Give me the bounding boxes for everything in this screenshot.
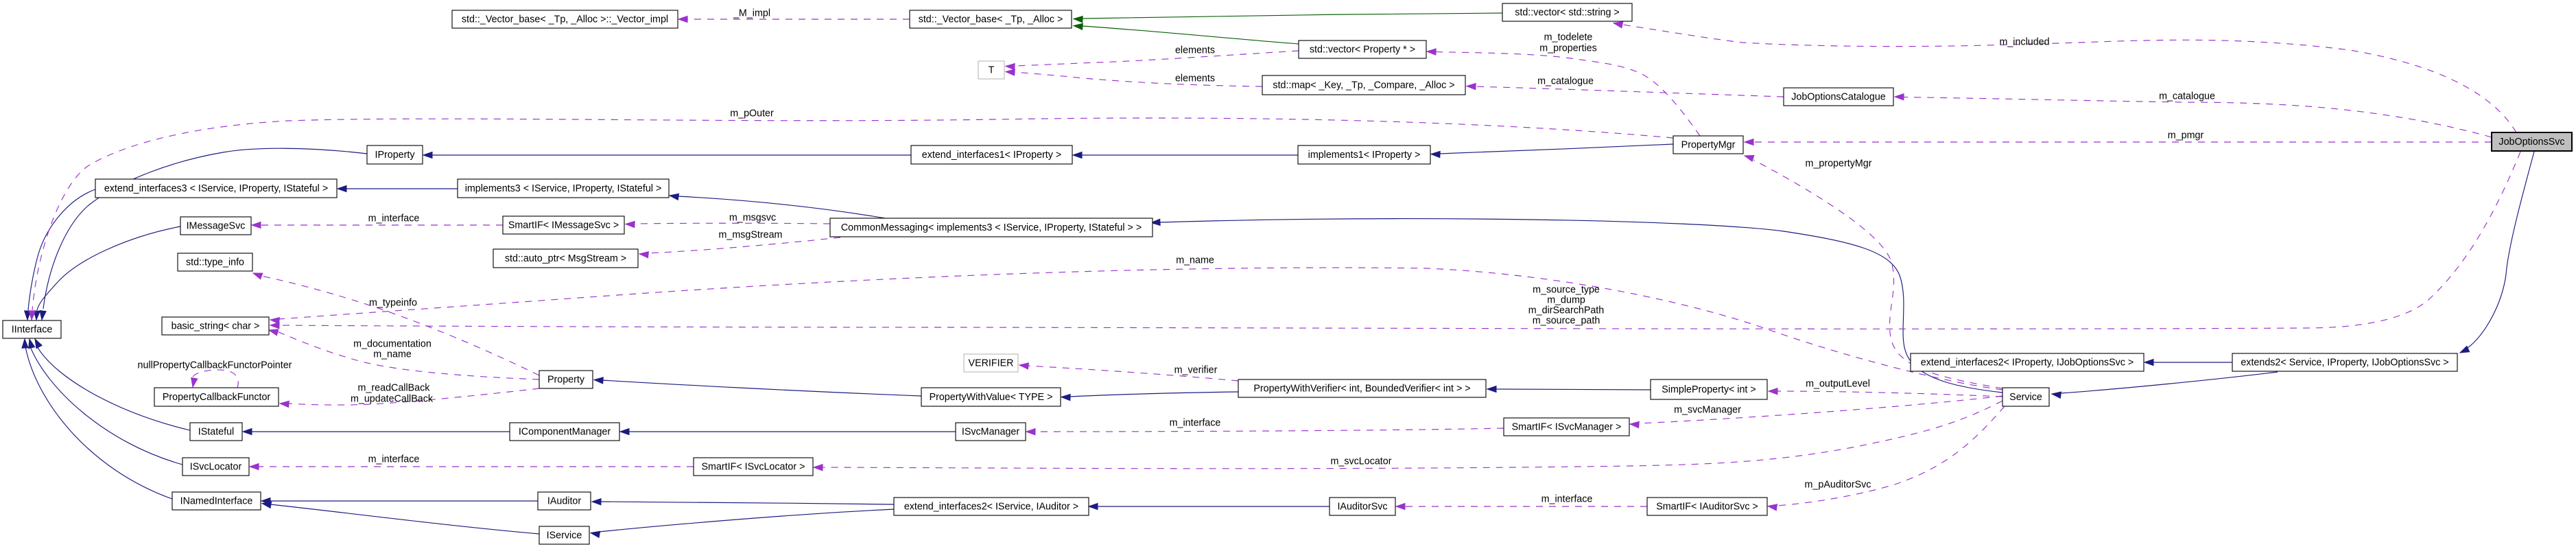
svg-text:m_pAuditorSvc: m_pAuditorSvc bbox=[1805, 480, 1871, 491]
svg-text:m_source_path: m_source_path bbox=[1533, 316, 1600, 327]
svg-text:implements3 < IService, IPrope: implements3 < IService, IProperty, IStat… bbox=[465, 183, 662, 194]
svg-text:IAuditor: IAuditor bbox=[547, 496, 582, 507]
svg-text:PropertyMgr: PropertyMgr bbox=[1681, 140, 1736, 151]
svg-text:m_todelete: m_todelete bbox=[1544, 32, 1593, 43]
svg-text:ISvcManager: ISvcManager bbox=[962, 427, 1019, 438]
svg-text:m_pOuter: m_pOuter bbox=[730, 108, 774, 119]
svg-text:std::vector< std::string >: std::vector< std::string > bbox=[1515, 8, 1620, 19]
svg-text:IComponentManager: IComponentManager bbox=[519, 427, 611, 438]
svg-text:std::type_info: std::type_info bbox=[186, 257, 244, 268]
svg-text:m_interface: m_interface bbox=[1541, 494, 1593, 505]
svg-text:IStateful: IStateful bbox=[198, 427, 234, 438]
svg-text:std::vector< Property * >: std::vector< Property * > bbox=[1310, 45, 1415, 56]
svg-text:m_interface: m_interface bbox=[1170, 418, 1221, 429]
svg-text:elements: elements bbox=[1175, 45, 1215, 56]
svg-text:m_documentation: m_documentation bbox=[353, 339, 432, 350]
svg-text:PropertyCallbackFunctor: PropertyCallbackFunctor bbox=[163, 392, 271, 403]
svg-text:m_interface: m_interface bbox=[368, 454, 420, 465]
svg-text:VERIFIER: VERIFIER bbox=[969, 358, 1014, 369]
svg-text:Service: Service bbox=[2009, 392, 2042, 403]
svg-text:std::_Vector_base< _Tp, _Alloc: std::_Vector_base< _Tp, _Alloc > bbox=[919, 14, 1063, 25]
svg-text:m_name: m_name bbox=[373, 349, 412, 360]
svg-text:m_svcManager: m_svcManager bbox=[1674, 405, 1741, 416]
svg-text:PropertyWithValue< TYPE >: PropertyWithValue< TYPE > bbox=[930, 392, 1053, 403]
svg-text:m_properties: m_properties bbox=[1539, 43, 1596, 54]
svg-text:m_propertyMgr: m_propertyMgr bbox=[1806, 159, 1872, 170]
svg-text:IAuditorSvc: IAuditorSvc bbox=[1337, 502, 1387, 513]
svg-text:IService: IService bbox=[547, 530, 582, 541]
svg-text:m_catalogue: m_catalogue bbox=[2159, 91, 2215, 102]
svg-text:T: T bbox=[989, 65, 995, 76]
svg-text:extend_interfaces3 < IService,: extend_interfaces3 < IService, IProperty… bbox=[104, 183, 328, 194]
svg-text:SmartIF< IAuditorSvc >: SmartIF< IAuditorSvc > bbox=[1656, 502, 1758, 513]
svg-text:elements: elements bbox=[1175, 73, 1215, 84]
svg-text:JobOptionsSvc: JobOptionsSvc bbox=[2498, 137, 2564, 148]
svg-text:m_included: m_included bbox=[1999, 37, 2049, 48]
svg-text:m_source_type: m_source_type bbox=[1533, 285, 1600, 296]
svg-text:std::auto_ptr< MsgStream >: std::auto_ptr< MsgStream > bbox=[505, 253, 626, 264]
svg-text:std::map< _Key, _Tp, _Compare,: std::map< _Key, _Tp, _Compare, _Alloc > bbox=[1273, 80, 1454, 91]
svg-text:extend_interfaces1< IProperty: extend_interfaces1< IProperty > bbox=[922, 150, 1061, 161]
svg-text:IProperty: IProperty bbox=[375, 150, 415, 161]
svg-text:PropertyWithVerifier< int, Bou: PropertyWithVerifier< int, BoundedVerifi… bbox=[1253, 384, 1470, 395]
svg-text:SmartIF< ISvcLocator >: SmartIF< ISvcLocator > bbox=[702, 462, 805, 473]
svg-text:m_msgStream: m_msgStream bbox=[719, 230, 783, 241]
svg-text:m_pmgr: m_pmgr bbox=[2168, 130, 2204, 141]
svg-text:INamedInterface: INamedInterface bbox=[180, 496, 253, 507]
svg-text:extends2< Service, IProperty,: extends2< Service, IProperty, IJobOption… bbox=[2241, 358, 2448, 369]
svg-text:JobOptionsCatalogue: JobOptionsCatalogue bbox=[1791, 92, 1886, 103]
svg-text:extend_interfaces2< IService,: extend_interfaces2< IService, IAuditor > bbox=[904, 502, 1078, 513]
svg-text:Property: Property bbox=[547, 375, 585, 386]
svg-text:SimpleProperty< int >: SimpleProperty< int > bbox=[1662, 384, 1756, 395]
svg-text:m_typeinfo: m_typeinfo bbox=[369, 298, 417, 309]
svg-text:m_svcLocator: m_svcLocator bbox=[1331, 456, 1392, 467]
svg-text:extend_interfaces2< IProperty,: extend_interfaces2< IProperty, IJobOptio… bbox=[1921, 358, 2134, 369]
svg-text:m_catalogue: m_catalogue bbox=[1537, 76, 1594, 87]
svg-text:ISvcLocator: ISvcLocator bbox=[190, 462, 242, 473]
svg-text:CommonMessaging< implements3 <: CommonMessaging< implements3 < IService,… bbox=[841, 222, 1142, 233]
svg-text:basic_string< char >: basic_string< char > bbox=[172, 321, 260, 332]
svg-text:nullPropertyCallbackFunctorPoi: nullPropertyCallbackFunctorPointer bbox=[138, 360, 292, 371]
svg-text:m_dump: m_dump bbox=[1547, 295, 1585, 306]
svg-text:m_name: m_name bbox=[1176, 255, 1214, 266]
svg-text:m_updateCallBack: m_updateCallBack bbox=[351, 394, 434, 405]
svg-text:SmartIF< ISvcManager >: SmartIF< ISvcManager > bbox=[1512, 422, 1622, 433]
svg-text:IMessageSvc: IMessageSvc bbox=[187, 221, 246, 232]
svg-text:m_verifier: m_verifier bbox=[1174, 365, 1218, 376]
svg-text:m_readCallBack: m_readCallBack bbox=[358, 383, 431, 394]
svg-text:_M_impl: _M_impl bbox=[733, 8, 770, 19]
svg-text:implements1< IProperty >: implements1< IProperty > bbox=[1308, 150, 1421, 161]
svg-text:std::_Vector_base< _Tp, _Alloc: std::_Vector_base< _Tp, _Alloc >::_Vecto… bbox=[462, 14, 668, 25]
svg-text:m_msgsvc: m_msgsvc bbox=[729, 213, 776, 224]
svg-text:SmartIF< IMessageSvc >: SmartIF< IMessageSvc > bbox=[508, 220, 619, 231]
svg-text:m_dirSearchPath: m_dirSearchPath bbox=[1528, 305, 1605, 316]
svg-text:m_interface: m_interface bbox=[368, 213, 420, 224]
svg-text:IInterface: IInterface bbox=[12, 325, 53, 336]
svg-text:m_outputLevel: m_outputLevel bbox=[1806, 379, 1870, 390]
